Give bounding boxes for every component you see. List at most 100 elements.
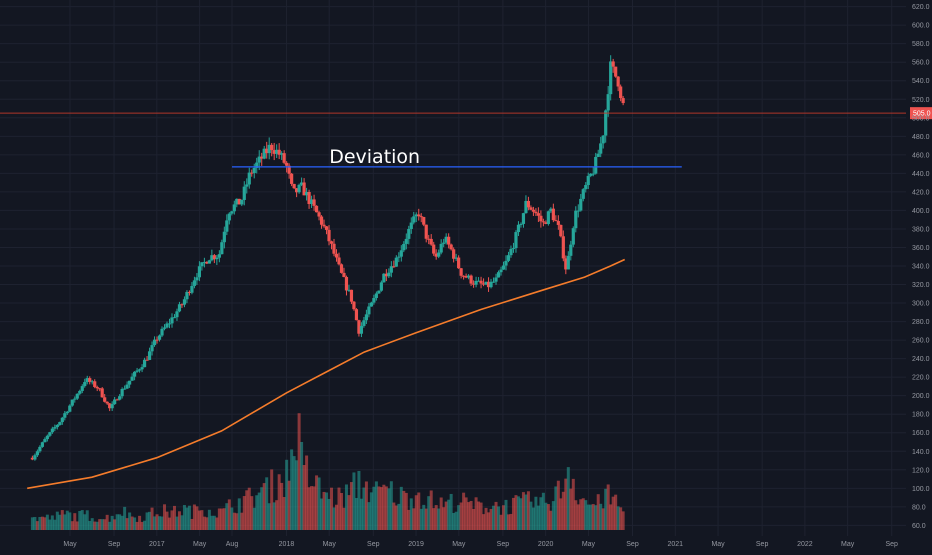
x-tick-label: 2020 bbox=[538, 541, 554, 548]
volume-bar bbox=[140, 521, 144, 530]
volume-bar bbox=[85, 510, 89, 530]
volume-bar bbox=[180, 515, 184, 530]
candle-body bbox=[312, 199, 316, 206]
volume-bar bbox=[292, 456, 296, 530]
candle-body bbox=[65, 411, 69, 414]
volume-bar bbox=[601, 508, 605, 530]
candle-body bbox=[417, 214, 421, 217]
candle-body bbox=[521, 213, 526, 224]
candle-body bbox=[38, 446, 42, 452]
volume-bar bbox=[227, 499, 231, 530]
volume-bar bbox=[576, 504, 580, 530]
volume-bar bbox=[73, 513, 77, 530]
volume-bar bbox=[556, 480, 560, 530]
candle-body bbox=[377, 290, 381, 294]
volume-bar bbox=[519, 498, 523, 530]
candle-body bbox=[491, 281, 496, 283]
volume-bar bbox=[222, 508, 226, 530]
volume-bar bbox=[501, 505, 505, 530]
candle-body bbox=[379, 282, 383, 291]
volume-bar bbox=[83, 514, 87, 530]
volume-bar bbox=[230, 507, 234, 530]
volume-bar bbox=[492, 505, 496, 530]
candle-body bbox=[172, 317, 177, 319]
candle-body bbox=[374, 293, 378, 299]
candle-body bbox=[285, 162, 289, 166]
volume-bar bbox=[404, 492, 408, 530]
candle-body bbox=[170, 317, 174, 324]
candle-body bbox=[275, 149, 279, 154]
candle-body bbox=[469, 275, 473, 284]
candle-body bbox=[160, 328, 164, 336]
candle-body bbox=[372, 298, 376, 303]
candle-body bbox=[427, 238, 431, 240]
volume-bar bbox=[514, 495, 518, 530]
candle-body bbox=[387, 272, 391, 277]
candle-body bbox=[511, 248, 516, 250]
volume-bar bbox=[50, 515, 54, 530]
volume-bar bbox=[155, 514, 159, 530]
x-tick-label: May bbox=[193, 541, 207, 548]
candle-body bbox=[240, 199, 244, 205]
volume-bar bbox=[344, 484, 348, 530]
volume-bar bbox=[153, 516, 157, 530]
volume-bar bbox=[93, 521, 97, 530]
volume-bar bbox=[257, 492, 261, 530]
volume-bar bbox=[591, 504, 595, 530]
volume-bar bbox=[442, 507, 446, 530]
volume-bar bbox=[399, 486, 403, 530]
x-tick-label: Aug bbox=[226, 541, 239, 548]
volume-bar bbox=[427, 496, 431, 530]
candle-body bbox=[200, 262, 204, 267]
candle-body bbox=[130, 376, 134, 381]
candle-body bbox=[147, 351, 152, 360]
x-tick-label: 2021 bbox=[667, 541, 683, 548]
volume-bar bbox=[287, 480, 291, 530]
volume-bar bbox=[197, 510, 201, 530]
candle-body bbox=[339, 264, 344, 273]
volume-bar bbox=[357, 470, 361, 530]
candle-body bbox=[123, 388, 127, 390]
candle-body bbox=[113, 399, 117, 405]
candle-body bbox=[549, 208, 553, 212]
candle-body bbox=[457, 257, 461, 269]
volume-bar bbox=[267, 503, 271, 530]
y-tick-label: 360.0 bbox=[912, 245, 930, 252]
candle-body bbox=[210, 255, 214, 261]
candle-body bbox=[429, 238, 433, 245]
candle-body bbox=[232, 204, 236, 212]
volume-bar bbox=[571, 478, 575, 530]
candle-body bbox=[444, 236, 448, 243]
volume-bar bbox=[561, 491, 565, 530]
volume-bar bbox=[133, 517, 137, 530]
candle-body bbox=[260, 156, 264, 159]
volume-bar bbox=[312, 486, 316, 530]
candle-body bbox=[619, 86, 623, 99]
candle-body bbox=[162, 327, 167, 329]
volume-bar bbox=[48, 519, 52, 530]
candle-body bbox=[40, 442, 44, 447]
volume-bar bbox=[334, 504, 338, 530]
volume-bar bbox=[417, 492, 421, 530]
candle-body bbox=[357, 320, 361, 334]
volume-bar bbox=[185, 507, 189, 530]
volume-bar bbox=[128, 512, 132, 530]
candle-body bbox=[150, 345, 154, 352]
volume-bar bbox=[215, 517, 219, 530]
volume-bar bbox=[409, 498, 413, 530]
volume-bar bbox=[349, 482, 353, 530]
volume-bars bbox=[30, 413, 625, 530]
volume-bar bbox=[374, 481, 378, 530]
volume-bar bbox=[110, 515, 114, 530]
volume-bar bbox=[586, 504, 590, 530]
volume-bar bbox=[367, 502, 371, 530]
candle-body bbox=[539, 215, 543, 222]
candle-body bbox=[609, 61, 613, 95]
candle-body bbox=[462, 275, 466, 277]
volume-bar bbox=[195, 506, 199, 530]
candle-body bbox=[202, 261, 206, 263]
candle-body bbox=[118, 396, 122, 400]
volume-bar bbox=[534, 496, 538, 530]
candle-body bbox=[589, 173, 593, 176]
